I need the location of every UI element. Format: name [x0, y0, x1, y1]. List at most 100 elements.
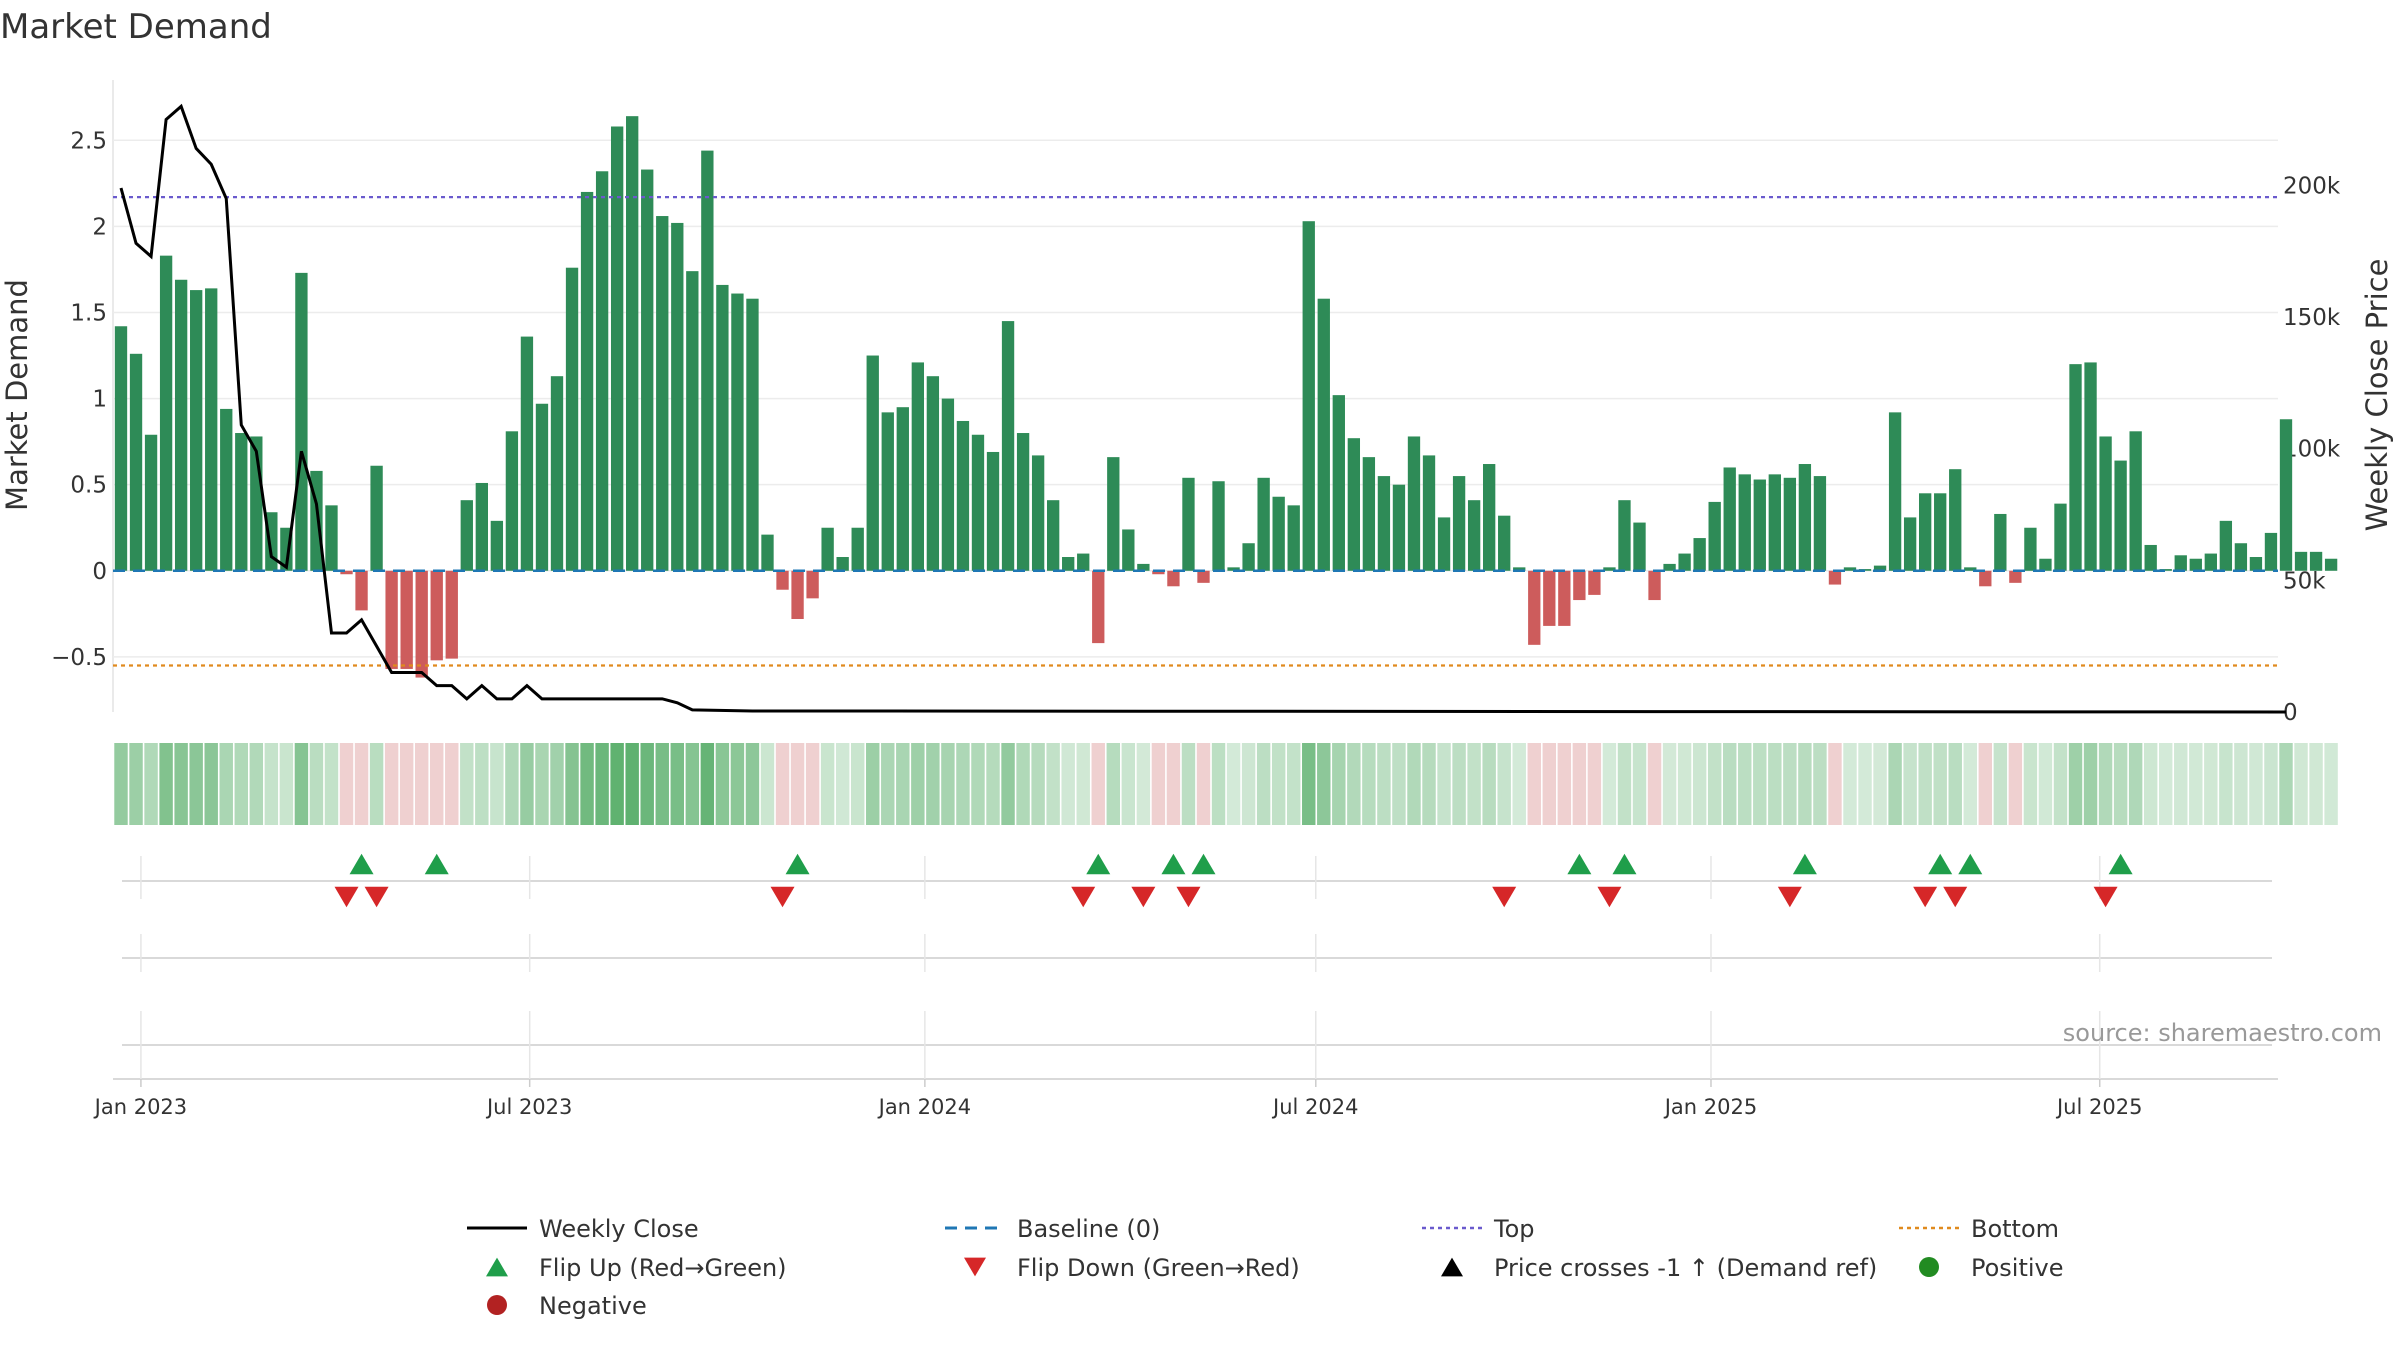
heat-cell	[1106, 743, 1121, 825]
right-tick-labels: 200k 150k 100k 50k 0	[2283, 173, 2341, 726]
heat-cell	[1602, 743, 1617, 825]
heat-cell	[1527, 743, 1541, 825]
demand-bar	[1723, 467, 1736, 571]
heat-cell	[1933, 743, 1947, 825]
heat-cell	[625, 743, 639, 825]
demand-bar	[2084, 362, 2097, 571]
legend-item: Baseline (0)	[945, 1215, 1160, 1243]
demand-bar	[1167, 570, 1180, 587]
heat-cell	[775, 743, 790, 825]
heat-cell	[1467, 743, 1481, 825]
heat-cell	[881, 743, 895, 825]
demand-bar	[1513, 567, 1526, 571]
heat-cell	[926, 743, 940, 825]
demand-bar	[1377, 476, 1391, 571]
heat-cell	[820, 743, 835, 825]
heat-cell	[354, 743, 369, 825]
chart-title: Market Demand	[0, 7, 272, 47]
demand-bar	[144, 434, 158, 571]
demand-bar	[1407, 436, 1421, 571]
heat-cell	[2143, 743, 2158, 825]
heat-cell	[1001, 743, 1015, 825]
heat-cell	[490, 743, 504, 825]
heat-cell	[1302, 743, 1316, 825]
heat-cell	[204, 743, 218, 825]
demand-bar	[385, 570, 398, 669]
heat-cell	[2294, 743, 2308, 825]
source-label: source: sharemaestro.com	[2063, 1019, 2382, 1047]
left-tick-labels: 2.5 2 1.5 1 0.5 0 −0.5	[51, 128, 107, 671]
demand-bar	[761, 534, 774, 571]
demand-bar	[1046, 500, 1060, 571]
demand-bar	[1858, 569, 1872, 571]
legend: Weekly Close Baseline (0) Top Bottom Flip Up…	[467, 1215, 2064, 1320]
heat-cell	[1256, 743, 1271, 825]
demand-bar	[1828, 570, 1842, 585]
demand-bar	[2264, 532, 2278, 571]
demand-bar	[1437, 517, 1451, 571]
demand-bar	[1753, 479, 1766, 571]
heat-cell	[2189, 743, 2203, 825]
demand-bar	[1543, 570, 1556, 626]
heat-cell	[219, 743, 233, 825]
left-tick-label: 0.5	[70, 473, 107, 499]
demand-bar	[2249, 557, 2263, 571]
demand-bar	[911, 362, 925, 571]
heat-cell	[640, 743, 654, 825]
demand-bar	[701, 150, 714, 571]
heat-cell	[1226, 743, 1241, 825]
demand-bar	[610, 126, 624, 571]
flip-down-marker	[1913, 886, 1938, 908]
heat-cell	[685, 743, 700, 825]
demand-bar	[1467, 500, 1481, 571]
legend-label: Baseline (0)	[1017, 1215, 1160, 1243]
demand-bar	[926, 376, 940, 571]
demand-bar	[114, 326, 128, 571]
heat-cell	[264, 743, 279, 825]
heat-cell	[2128, 743, 2143, 825]
heat-cell	[745, 743, 760, 825]
demand-bar	[295, 272, 308, 571]
legend-item: Price crosses -1 ↑ (Demand ref)	[1441, 1254, 1877, 1282]
right-tick-label: 200k	[2283, 173, 2341, 199]
demand-bar	[1693, 538, 1706, 571]
heat-cell	[790, 743, 805, 825]
legend-item: Negative	[487, 1292, 647, 1320]
legend-label: Weekly Close	[539, 1215, 699, 1243]
left-tick-label: 1	[92, 387, 107, 413]
legend-item: Flip Down (Green→Red)	[964, 1254, 1300, 1282]
demand-bar	[896, 407, 909, 571]
demand-bar	[1077, 553, 1090, 571]
date-tick-label: Jul 2025	[2055, 1095, 2142, 1119]
demand-bar	[1648, 570, 1661, 601]
demand-bar	[1137, 563, 1150, 571]
heat-cell	[835, 743, 850, 825]
left-tick-label: 0	[92, 559, 107, 585]
heat-cell	[1151, 743, 1166, 825]
heat-cell	[384, 743, 399, 825]
demand-bar	[1873, 565, 1887, 571]
demand-bar	[550, 376, 564, 571]
demand-bar	[1016, 433, 1030, 571]
demand-bar	[1197, 570, 1210, 583]
heat-cell	[1873, 743, 1887, 825]
demand-bar	[1347, 438, 1361, 571]
demand-bar	[2234, 543, 2248, 571]
flip-down-marker	[1071, 886, 1096, 908]
demand-bar	[325, 505, 338, 571]
demand-bar	[1949, 469, 1962, 571]
right-tick-label: 150k	[2283, 305, 2341, 331]
heat-cell	[505, 743, 519, 825]
demand-bar	[1558, 570, 1571, 626]
heat-cell	[580, 743, 594, 825]
demand-bar	[1813, 476, 1827, 571]
heat-cell	[1722, 743, 1737, 825]
demand-bar	[475, 482, 488, 571]
heat-cell	[189, 743, 203, 825]
legend-label: Flip Down (Green→Red)	[1017, 1254, 1300, 1282]
heat-cell	[1166, 743, 1181, 825]
demand-bar	[1964, 567, 1977, 571]
heat-cell	[1572, 743, 1587, 825]
heat-cell	[1843, 743, 1857, 825]
demand-bar	[174, 279, 188, 571]
